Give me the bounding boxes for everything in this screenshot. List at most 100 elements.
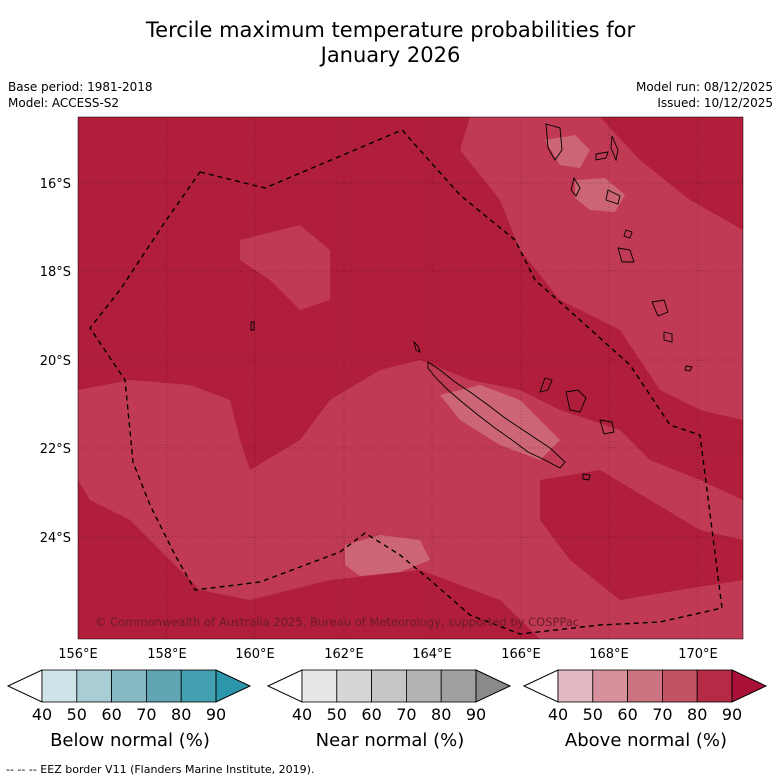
map-panel[interactable]: © Commonwealth of Australia 2025, Bureau… [78, 117, 743, 639]
lat-tick: 24°S [40, 531, 71, 546]
lat-tick: 16°S [40, 177, 71, 192]
meta-left: Base period: 1981-2018 Model: ACCESS-S2 [8, 79, 153, 111]
colorbar-tick-label: 50 [326, 705, 347, 724]
colorbar-tick-label: 70 [652, 705, 673, 724]
colorbar-extend-high [215, 669, 252, 703]
map-frame [77, 116, 744, 640]
colorbar-extend-high [731, 669, 768, 703]
colorbar-tick-label: 90 [721, 705, 743, 724]
colorbar-segment [371, 669, 407, 703]
model-name: Model: ACCESS-S2 [8, 96, 120, 110]
colorbar-extend-low [266, 669, 303, 703]
colorbar-tick-label: 90 [465, 705, 487, 724]
probability-region-southwest [78, 550, 160, 639]
isle-of-pines [582, 473, 591, 481]
vanuatu-pentecost [610, 135, 619, 162]
walpole-island [663, 331, 673, 343]
colorbar-tick-label: 90 [205, 705, 227, 724]
chesterfield-islands [250, 321, 255, 331]
colorbar-tick-label: 80 [687, 705, 708, 724]
vanuatu-tanna [623, 229, 633, 239]
matthew-hunter [651, 299, 669, 317]
loyalty-mare [599, 419, 615, 435]
colorbar-segment [662, 669, 698, 703]
colorbar-segment [592, 669, 628, 703]
colorbar-title: Near normal (%) [315, 730, 465, 751]
colorbar-tick-label: 70 [136, 705, 157, 724]
colorbar-segment [405, 669, 442, 703]
probability-region-light-4 [575, 178, 625, 212]
probability-region-light-3 [545, 135, 590, 168]
probability-region-west [240, 225, 330, 310]
colorbar-tick-label: 70 [396, 705, 417, 724]
lat-tick: 22°S [40, 442, 71, 457]
model-run: Model run: 08/12/2025 [635, 80, 773, 94]
vanuatu-efate [605, 189, 621, 205]
vanuatu-malakula [570, 176, 581, 197]
colorbar-tick-label: 40 [547, 705, 569, 724]
lat-tick: 20°S [40, 354, 71, 369]
base-period: Base period: 1981-2018 [8, 80, 153, 94]
vanuatu-erromango [617, 247, 635, 263]
colorbar-segment [440, 669, 477, 703]
latitude-ticks: 16°S 18°S 20°S 22°S 24°S [40, 177, 71, 546]
copyright-notice: © Commonwealth of Australia 2025, Bureau… [95, 615, 579, 629]
loyalty-lifou [565, 389, 587, 413]
issued-date: Issued: 10/12/2025 [657, 96, 773, 110]
loyalty-ouvea [539, 377, 553, 393]
lon-tick: 166°E [501, 647, 541, 662]
colorbar-extend-low [6, 669, 43, 703]
lon-tick: 156°E [58, 647, 98, 662]
colorbar-extend-high [475, 669, 512, 703]
longitude-ticks: 156°E 158°E 160°E 162°E 164°E 166°E 168°… [58, 647, 718, 662]
vanuatu-ambae [595, 151, 609, 161]
lon-tick: 168°E [589, 647, 629, 662]
colorbar-tick-label: 40 [291, 705, 313, 724]
colorbars [6, 669, 768, 703]
colorbar-segment [145, 669, 182, 703]
probability-region-light-1 [440, 385, 560, 460]
lat-tick: 18°S [40, 265, 71, 280]
grande-terre-island [427, 361, 566, 469]
lon-tick: 160°E [235, 647, 275, 662]
colorbar-tick-label: 60 [361, 705, 382, 724]
lon-tick: 162°E [324, 647, 364, 662]
colorbar-segment [696, 669, 733, 703]
colorbar-tick-label: 80 [171, 705, 192, 724]
colorbar-tick-label: 60 [101, 705, 122, 724]
colorbar-tick-label: 40 [31, 705, 53, 724]
colorbar-segment [76, 669, 113, 703]
eez-border [89, 129, 723, 635]
lon-tick: 164°E [412, 647, 452, 662]
probability-region-south [78, 360, 743, 639]
graticule [78, 117, 743, 639]
probability-region-light-2 [345, 535, 430, 576]
coastlines [250, 123, 693, 481]
colorbar-tick-label: 50 [66, 705, 87, 724]
meta-right: Model run: 08/12/2025 Issued: 10/12/2025 [636, 79, 773, 111]
colorbar-tick-label: 60 [617, 705, 638, 724]
probability-region-east [460, 117, 743, 420]
lon-tick: 158°E [147, 647, 187, 662]
colorbar-segment [41, 669, 78, 703]
colorbar-segment [301, 669, 338, 703]
vanuatu-espiritu-santo [545, 123, 563, 161]
belep-islands [413, 340, 421, 353]
title-line-1: Tercile maximum temperature probabilitie… [145, 18, 636, 42]
colorbar-segment [627, 669, 663, 703]
hunter-island [684, 365, 693, 372]
colorbar-segment [111, 669, 147, 703]
colorbar-segment [180, 669, 217, 703]
probability-region-southeast [540, 470, 743, 600]
title-line-2: January 2026 [320, 43, 461, 67]
colorbar-segment [557, 669, 594, 703]
eez-footnote: -- -- -- EEZ border V11 (Flanders Marine… [6, 763, 315, 776]
colorbar-extend-low [522, 669, 559, 703]
lon-tick: 170°E [678, 647, 718, 662]
colorbar-tick-label: 80 [431, 705, 452, 724]
colorbar-title: Above normal (%) [564, 730, 728, 751]
colorbar-segment [336, 669, 372, 703]
map-title: Tercile maximum temperature probabilitie… [0, 18, 781, 68]
colorbar-tick-label: 50 [582, 705, 603, 724]
